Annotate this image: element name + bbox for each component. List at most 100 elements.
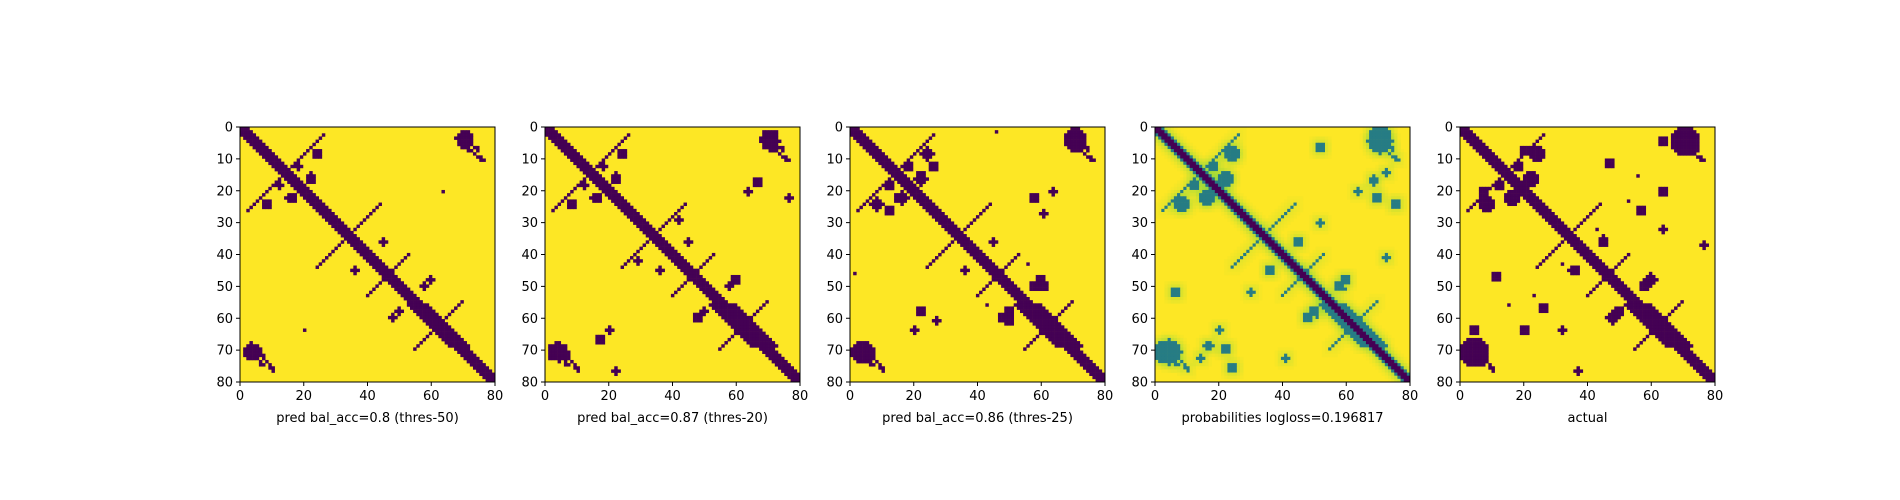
heatmap-cell — [457, 334, 461, 339]
heatmap-cell — [1381, 259, 1386, 263]
x-tick-label: 60 — [1033, 389, 1050, 404]
heatmap-cell — [375, 262, 379, 266]
heatmap-cell — [1199, 341, 1203, 345]
heatmap-cell — [919, 193, 923, 197]
heatmap-cell — [1057, 341, 1062, 345]
heatmap-cell — [1173, 215, 1178, 219]
heatmap-cell — [1365, 136, 1370, 140]
heatmap-cell — [1296, 315, 1301, 320]
heatmap-cell — [1243, 199, 1247, 203]
heatmap-cell — [1381, 149, 1386, 153]
heatmap-cell — [1255, 215, 1260, 219]
heatmap-cell — [928, 208, 933, 213]
heatmap-cell — [1042, 274, 1046, 279]
heatmap-cell — [925, 145, 930, 150]
heatmap-cell — [648, 234, 653, 238]
heatmap-cell — [1312, 274, 1316, 279]
heatmap-cell — [872, 149, 876, 153]
heatmap-cell — [1045, 312, 1049, 317]
heatmap-cell — [1325, 215, 1329, 219]
heatmap-cell — [950, 240, 955, 244]
heatmap-cell — [1271, 268, 1275, 273]
heatmap-cell — [1038, 322, 1043, 326]
heatmap-cell — [683, 268, 687, 273]
heatmap-cell — [1391, 212, 1395, 216]
heatmap-cell — [922, 155, 926, 159]
heatmap-cell — [1252, 224, 1257, 229]
heatmap-cell — [1020, 290, 1024, 295]
heatmap-cell — [466, 133, 471, 137]
heatmap-cell — [642, 221, 647, 225]
heatmap-cell — [762, 334, 766, 339]
heatmap-cell — [1268, 252, 1272, 257]
heatmap-cell — [1101, 375, 1106, 380]
heatmap-cell — [1221, 186, 1225, 191]
heatmap-cell — [897, 196, 901, 200]
heatmap-cell — [293, 180, 297, 184]
heatmap-cell — [1387, 341, 1392, 345]
heatmap-cell — [1189, 189, 1194, 194]
heatmap-cell — [582, 183, 587, 188]
heatmap-cell — [1287, 215, 1291, 219]
heatmap-cell — [1309, 271, 1313, 276]
heatmap-cell — [953, 227, 958, 232]
heatmap-cell — [466, 139, 471, 144]
heatmap-cell — [1067, 331, 1071, 336]
heatmap-cell — [1214, 142, 1219, 147]
heatmap-cell — [557, 139, 562, 144]
heatmap-cell — [1381, 252, 1386, 257]
heatmap-cell — [1403, 155, 1408, 159]
heatmap-cell — [727, 319, 732, 323]
heatmap-cell — [1312, 215, 1316, 219]
heatmap-cell — [570, 189, 574, 194]
heatmap-cell — [1274, 256, 1279, 260]
heatmap-cell — [1192, 186, 1197, 191]
heatmap-cell — [1155, 205, 1159, 210]
heatmap-cell — [1230, 174, 1235, 178]
heatmap-cell — [1173, 205, 1178, 210]
heatmap-cell — [1070, 337, 1074, 342]
heatmap-cell — [1170, 356, 1175, 361]
heatmap-cell — [1369, 306, 1373, 310]
heatmap-cell — [1296, 284, 1301, 288]
heatmap-cell — [853, 136, 857, 140]
heatmap-cell — [1343, 334, 1348, 339]
heatmap-cell — [623, 136, 628, 140]
heatmap-cell — [1372, 341, 1376, 345]
heatmap-cell — [1350, 180, 1354, 184]
heatmap-cell — [1211, 149, 1216, 153]
heatmap-cell — [1227, 328, 1231, 332]
heatmap-cell — [315, 152, 320, 156]
heatmap-cell — [378, 259, 382, 263]
heatmap-cell — [403, 293, 408, 298]
heatmap-cell — [985, 284, 989, 288]
heatmap-cell — [255, 199, 260, 203]
heatmap-cell — [890, 167, 895, 172]
heatmap-cell — [1280, 271, 1285, 276]
heatmap-cell — [1394, 256, 1398, 260]
heatmap-cell — [1384, 177, 1389, 181]
heatmap-cell — [737, 322, 741, 326]
heatmap-cell — [777, 139, 782, 144]
heatmap-cell — [1240, 265, 1244, 269]
heatmap-cell — [1397, 356, 1401, 361]
heatmap-cell — [1334, 337, 1338, 342]
heatmap-cell — [749, 331, 754, 336]
heatmap-cell — [1296, 262, 1301, 266]
heatmap-cell — [1309, 224, 1313, 229]
heatmap-cell — [1020, 303, 1024, 307]
heatmap-cell — [485, 375, 490, 380]
heatmap-cell — [463, 133, 467, 137]
heatmap-cell — [557, 350, 562, 354]
heatmap-cell — [1277, 350, 1282, 354]
heatmap-cell — [897, 174, 901, 178]
heatmap-cell — [1372, 306, 1376, 310]
heatmap-cell — [692, 271, 697, 276]
heatmap-cell — [1199, 158, 1203, 162]
heatmap-cell — [585, 161, 590, 166]
heatmap-cell — [1287, 347, 1291, 351]
heatmap-cell — [381, 237, 386, 241]
heatmap-cell — [1296, 234, 1301, 238]
heatmap-cell — [425, 315, 430, 320]
heatmap-cell — [1284, 290, 1288, 295]
